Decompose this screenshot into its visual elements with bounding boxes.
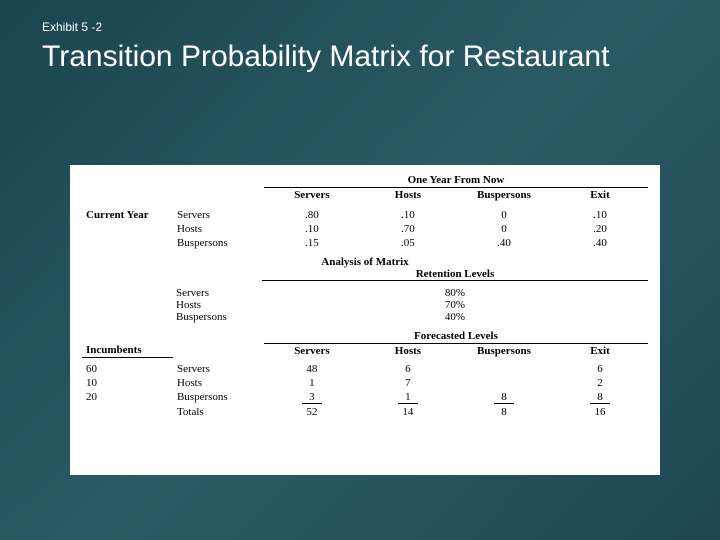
- matrix-row-label-0: Servers: [173, 208, 264, 222]
- matrix-row-label-1: Hosts: [173, 222, 264, 236]
- forecast-cell: 14: [360, 405, 456, 419]
- forecast-row-label: Buspersons: [173, 390, 264, 405]
- retention-row-label: Buspersons: [172, 311, 262, 323]
- content-panel: One Year From Now Servers Hosts Busperso…: [70, 165, 660, 475]
- forecast-cell: 48: [264, 362, 360, 376]
- matrix-row-label-2: Buspersons: [173, 236, 264, 250]
- forecast-cell: 3: [264, 390, 360, 405]
- matrix-cell: .40: [456, 236, 552, 250]
- retention-value: 80%: [262, 287, 648, 299]
- matrix-row-group-label: Current Year: [82, 208, 173, 250]
- forecast-header: Forecasted Levels: [414, 330, 498, 342]
- analysis-header: Analysis of Matrix: [82, 256, 648, 268]
- matrix-cell: 0: [456, 222, 552, 236]
- transition-matrix-table: One Year From Now Servers Hosts Busperso…: [82, 173, 648, 250]
- forecast-cell: [456, 362, 552, 376]
- forecast-cell: 1: [360, 390, 456, 405]
- matrix-cell: .10: [264, 222, 360, 236]
- matrix-cell: .80: [264, 208, 360, 222]
- forecast-row-label: Hosts: [173, 376, 264, 390]
- matrix-col-2: Buspersons: [456, 188, 552, 203]
- forecast-cell: 2: [552, 376, 648, 390]
- matrix-col-0: Servers: [264, 188, 360, 203]
- forecast-table: Forecasted Levels Incumbents Servers Hos…: [82, 329, 648, 419]
- forecast-incumbent: 60: [82, 362, 173, 376]
- forecast-cell: 7: [360, 376, 456, 390]
- forecast-col-0: Servers: [264, 343, 360, 358]
- forecast-incumbent: 10: [82, 376, 173, 390]
- forecast-col-3: Exit: [552, 343, 648, 358]
- matrix-cell: .10: [360, 208, 456, 222]
- forecast-cell: 8: [456, 405, 552, 419]
- matrix-top-header: One Year From Now: [408, 174, 505, 186]
- forecast-col-2: Buspersons: [456, 343, 552, 358]
- matrix-cell: .20: [552, 222, 648, 236]
- exhibit-label: Exhibit 5 -2: [42, 20, 102, 34]
- retention-row-label: Servers: [172, 287, 262, 299]
- forecast-cell: 6: [360, 362, 456, 376]
- matrix-cell: 0: [456, 208, 552, 222]
- forecast-cell: [456, 376, 552, 390]
- matrix-cell: .10: [552, 208, 648, 222]
- forecast-row-label: Totals: [173, 405, 264, 419]
- forecast-col-1: Hosts: [360, 343, 456, 358]
- retention-value: 70%: [262, 299, 648, 311]
- retention-header: Retention Levels: [416, 268, 495, 280]
- retention-row-label: Hosts: [172, 299, 262, 311]
- forecast-cell: 8: [456, 390, 552, 405]
- forecast-left-label: Incumbents: [82, 343, 173, 358]
- matrix-col-3: Exit: [552, 188, 648, 203]
- forecast-row-label: Servers: [173, 362, 264, 376]
- page-title: Transition Probability Matrix for Restau…: [42, 38, 609, 76]
- matrix-cell: .15: [264, 236, 360, 250]
- matrix-cell: .70: [360, 222, 456, 236]
- retention-value: 40%: [262, 311, 648, 323]
- forecast-cell: 16: [552, 405, 648, 419]
- forecast-cell: 8: [552, 390, 648, 405]
- matrix-cell: .40: [552, 236, 648, 250]
- forecast-cell: 6: [552, 362, 648, 376]
- forecast-incumbent: 20: [82, 390, 173, 405]
- forecast-cell: 52: [264, 405, 360, 419]
- matrix-col-1: Hosts: [360, 188, 456, 203]
- retention-table: Retention Levels Servers 80% Hosts 70% B…: [82, 268, 648, 323]
- forecast-incumbent: [82, 405, 173, 419]
- forecast-cell: 1: [264, 376, 360, 390]
- matrix-cell: .05: [360, 236, 456, 250]
